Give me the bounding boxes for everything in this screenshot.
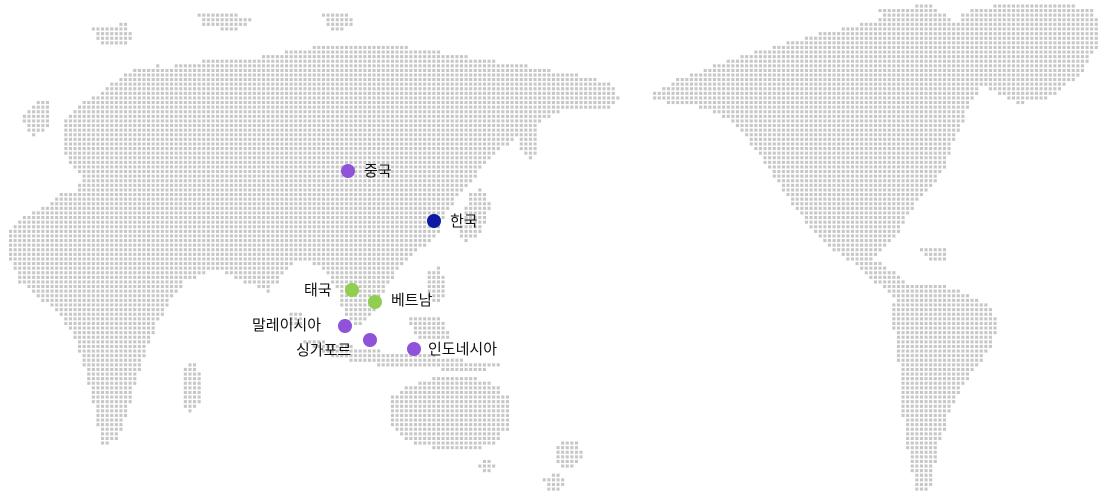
indonesia-marker[interactable] [407,342,421,356]
vietnam-label: 베트남 [391,291,433,309]
thailand-marker[interactable] [345,283,359,297]
vietnam-marker[interactable] [368,295,382,309]
singapore-label: 싱가포르 [296,341,352,359]
korea-label: 한국 [450,212,478,230]
malaysia-label: 말레이시아 [252,316,322,334]
korea-marker[interactable] [427,214,441,228]
thailand-label: 태국 [304,281,332,299]
china-marker[interactable] [341,164,355,178]
china-label: 중국 [364,162,392,180]
malaysia-marker[interactable] [338,319,352,333]
indonesia-label: 인도네시아 [428,340,498,358]
singapore-marker[interactable] [363,333,377,347]
